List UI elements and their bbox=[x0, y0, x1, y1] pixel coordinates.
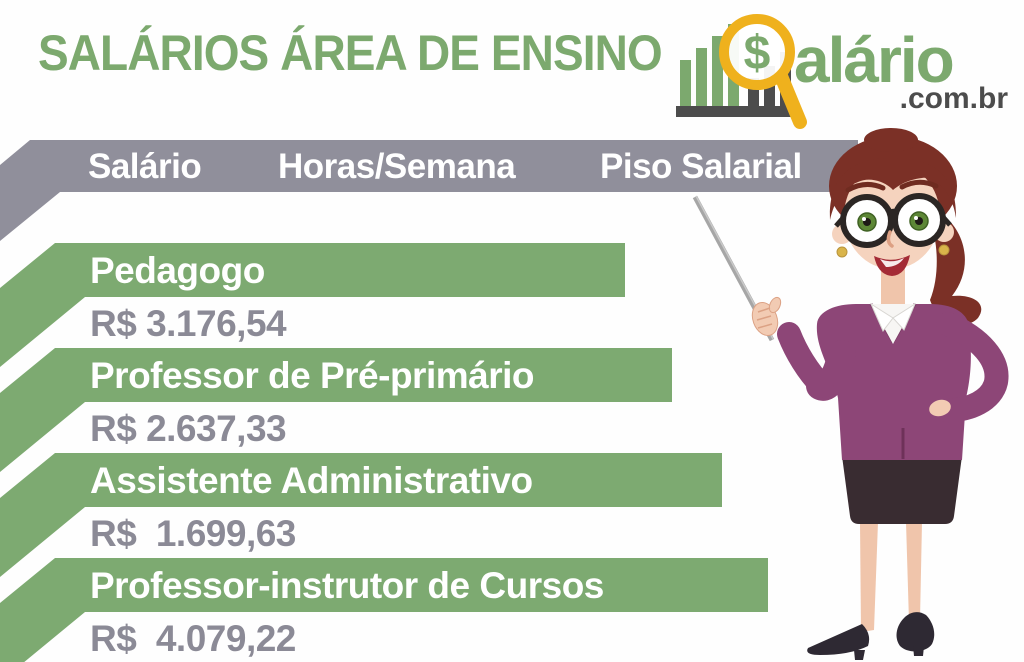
page-title: SALÁRIOS ÁREA DE ENSINO bbox=[38, 25, 663, 81]
teacher-nose bbox=[886, 230, 894, 248]
teacher-skirt bbox=[842, 456, 962, 524]
logo-name: alário bbox=[794, 24, 953, 96]
row-value: R$ 1.699,63 bbox=[90, 513, 296, 554]
teacher-shirt-collar bbox=[869, 302, 917, 344]
hand-on-hip bbox=[929, 399, 951, 417]
logo-dollar: $ bbox=[744, 27, 771, 80]
earring-icon bbox=[836, 246, 848, 258]
magnifier-icon: $ bbox=[719, 14, 807, 129]
row-label: Professor-instrutor de Cursos bbox=[90, 565, 604, 606]
row-label: Assistente Administrativo bbox=[90, 460, 533, 501]
teacher-hair-front bbox=[829, 158, 957, 220]
earring-icon bbox=[938, 244, 950, 256]
teacher-head bbox=[829, 158, 957, 306]
row-value: R$ 2.637,33 bbox=[90, 408, 287, 449]
row-value: R$ 4.079,22 bbox=[90, 618, 296, 659]
salario-logo-icon: $ alário .com.br bbox=[676, 14, 1009, 129]
teacher-hand-with-stick bbox=[751, 296, 782, 336]
teacher-eyes bbox=[857, 211, 929, 232]
column-header-horas-semana: Horas/Semana bbox=[278, 147, 516, 186]
teacher-legs bbox=[860, 522, 922, 632]
teacher-shoes bbox=[807, 612, 935, 660]
row-label: Professor de Pré-primário bbox=[90, 355, 534, 396]
teacher-pointing-illustration bbox=[692, 128, 1009, 660]
row-label: Pedagogo bbox=[90, 250, 265, 291]
logo-tld: .com.br bbox=[900, 82, 1009, 115]
row-value: R$ 3.176,54 bbox=[90, 303, 287, 344]
column-header-salario: Salário bbox=[88, 147, 202, 186]
teacher-blazer bbox=[777, 303, 1009, 460]
brand-logo: $ alário .com.br bbox=[672, 6, 1024, 130]
teacher-mouth bbox=[874, 255, 910, 276]
